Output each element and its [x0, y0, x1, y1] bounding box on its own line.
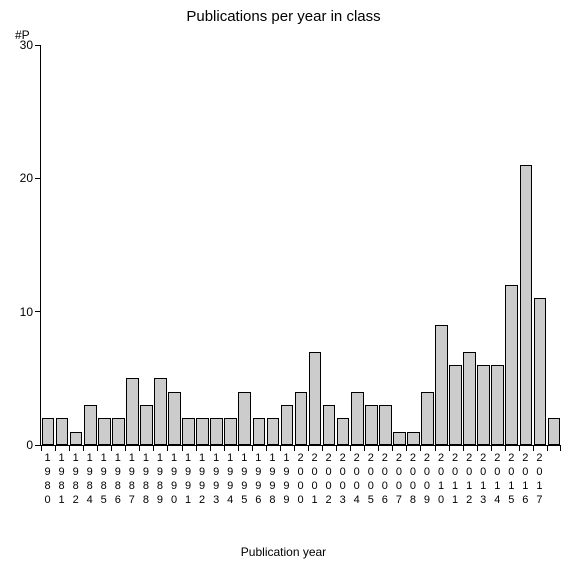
x-tick-label: 1994	[225, 451, 236, 507]
x-tick-label: 2006	[380, 451, 391, 507]
bar	[421, 392, 434, 445]
y-tick-label: 0	[26, 438, 33, 452]
x-tick-label: 2004	[352, 451, 363, 507]
bar	[337, 418, 350, 445]
bar	[196, 418, 209, 445]
x-tick-label: 2010	[436, 451, 447, 507]
bar	[491, 365, 504, 445]
y-tick	[35, 45, 41, 46]
x-tick-label: 1985	[99, 451, 110, 507]
x-tick-label: 1993	[211, 451, 222, 507]
bar	[182, 418, 195, 445]
bar	[520, 165, 533, 445]
x-tick-label: 2005	[366, 451, 377, 507]
bar	[210, 418, 223, 445]
x-tick-label: 1992	[197, 451, 208, 507]
x-tick-label: 1986	[113, 451, 124, 507]
x-tick	[547, 445, 548, 451]
x-tick-label: 2003	[338, 451, 349, 507]
bar	[505, 285, 518, 445]
x-tick-label: 2013	[478, 451, 489, 507]
bar	[84, 405, 97, 445]
x-tick-label: 2001	[310, 451, 321, 507]
bar	[323, 405, 336, 445]
x-tick-label: 1989	[155, 451, 166, 507]
bar	[112, 418, 125, 445]
bar	[56, 418, 69, 445]
bar	[238, 392, 251, 445]
x-tick-label: 1988	[141, 451, 152, 507]
x-tick-label: 2002	[324, 451, 335, 507]
x-tick-label: 1995	[239, 451, 250, 507]
bar	[309, 352, 322, 445]
bar	[449, 365, 462, 445]
y-tick	[35, 311, 41, 312]
x-tick-label: 1987	[127, 451, 138, 507]
x-tick-label: 2012	[464, 451, 475, 507]
x-tick-label: 1996	[253, 451, 264, 507]
x-tick-label: 2017	[534, 451, 545, 507]
x-tick-label: 1982	[71, 451, 82, 507]
x-tick-label: 2000	[296, 451, 307, 507]
bar	[224, 418, 237, 445]
bar	[154, 378, 167, 445]
x-tick	[560, 445, 561, 451]
bar	[534, 298, 547, 445]
x-axis-label: Publication year	[0, 545, 567, 559]
bar	[253, 418, 266, 445]
bar	[70, 432, 83, 445]
bar	[126, 378, 139, 445]
x-tick-label: 2008	[408, 451, 419, 507]
bar	[267, 418, 280, 445]
x-tick-label: 2009	[422, 451, 433, 507]
bar	[548, 418, 561, 445]
x-tick-label: 2015	[506, 451, 517, 507]
bar	[295, 392, 308, 445]
x-tick-label: 2014	[492, 451, 503, 507]
bar	[98, 418, 111, 445]
bar	[379, 405, 392, 445]
chart-container: Publications per year in class #P 010203…	[0, 0, 567, 567]
y-tick-label: 20	[20, 171, 33, 185]
x-tick-label: 1999	[281, 451, 292, 507]
x-tick-label: 2016	[520, 451, 531, 507]
x-tick-label: 1981	[57, 451, 68, 507]
bar	[42, 418, 55, 445]
x-tick-label: 2007	[394, 451, 405, 507]
bar	[477, 365, 490, 445]
x-tick-label: 2011	[450, 451, 461, 507]
bar	[463, 352, 476, 445]
y-tick-label: 30	[20, 38, 33, 52]
plot-area: 0102030198019811982198419851986198719881…	[40, 45, 561, 446]
bar	[365, 405, 378, 445]
x-tick-label: 1991	[183, 451, 194, 507]
x-tick-label: 1998	[267, 451, 278, 507]
x-tick-label: 1990	[169, 451, 180, 507]
bar	[168, 392, 181, 445]
chart-title: Publications per year in class	[0, 8, 567, 25]
bar	[351, 392, 364, 445]
x-tick-label: 1980	[43, 451, 54, 507]
bar	[407, 432, 420, 445]
bar	[281, 405, 294, 445]
y-tick	[35, 178, 41, 179]
x-tick-label: 1984	[85, 451, 96, 507]
y-tick-label: 10	[20, 305, 33, 319]
bar	[140, 405, 153, 445]
bar	[393, 432, 406, 445]
bar	[435, 325, 448, 445]
